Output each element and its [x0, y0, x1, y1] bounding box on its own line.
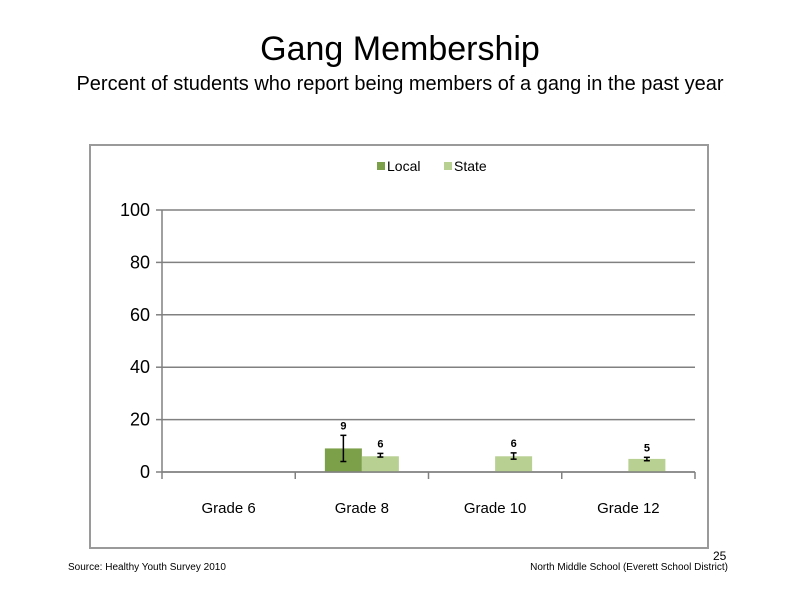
x-tick-label: Grade 10: [464, 500, 527, 517]
y-tick-label: 100: [120, 200, 150, 220]
legend-swatch-state: [444, 162, 452, 170]
y-tick-label: 40: [130, 357, 150, 377]
legend-label-local: Local: [387, 158, 420, 174]
school-note: North Middle School (Everett School Dist…: [530, 562, 728, 573]
bar-state: [361, 456, 399, 472]
y-tick-label: 80: [130, 252, 150, 272]
data-label: 9: [340, 420, 346, 432]
legend-swatch-local: [377, 162, 385, 170]
source-note: Source: Healthy Youth Survey 2010: [68, 562, 226, 573]
y-tick-label: 60: [130, 305, 150, 325]
y-tick-label: 20: [130, 410, 150, 430]
data-label: 6: [511, 438, 517, 450]
page-number: 25: [713, 549, 727, 563]
slide-title: Gang Membership: [260, 30, 540, 68]
x-tick-label: Grade 6: [202, 500, 256, 517]
bar-state: [628, 458, 666, 472]
slide-subtitle: Percent of students who report being mem…: [76, 73, 724, 95]
data-label: 6: [377, 438, 383, 450]
data-label: 5: [644, 442, 650, 454]
legend-label-state: State: [454, 158, 487, 174]
x-tick-label: Grade 8: [335, 500, 389, 517]
chart-frame: [89, 144, 709, 549]
x-tick-label: Grade 12: [597, 500, 660, 517]
bar-state: [495, 456, 533, 472]
y-tick-label: 0: [140, 462, 150, 482]
